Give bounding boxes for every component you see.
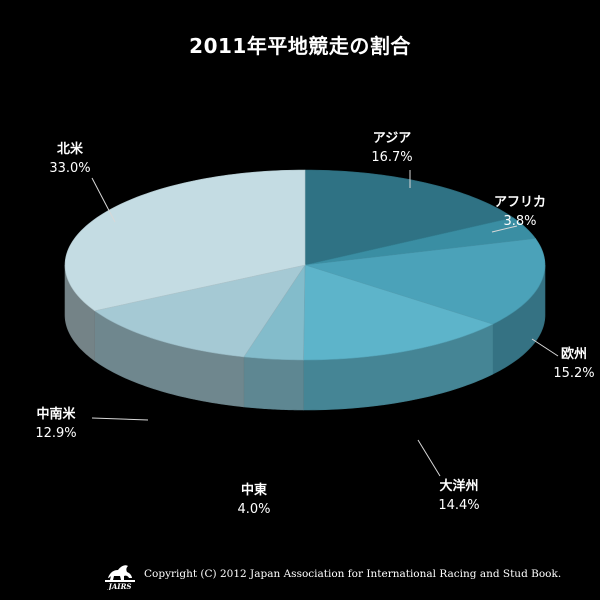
label-value-2: 15.2% [553, 366, 594, 381]
label-category-0: アジア [373, 131, 411, 146]
slice-1 [304, 217, 537, 266]
label-value-5: 12.9% [35, 426, 76, 441]
slice-0 [304, 169, 514, 266]
leader-lines [91, 170, 559, 477]
copyright-text: Copyright (C) 2012 Japan Association for… [144, 568, 562, 580]
chart-title: 2011年平地競走の割合 [189, 34, 411, 58]
label-value-4: 4.0% [237, 502, 270, 517]
label-category-3: 大洋州 [439, 478, 478, 494]
leader-line-1 [491, 225, 518, 233]
label-value-0: 16.7% [371, 150, 412, 165]
footer: JAIRS Copyright (C) 2012 Japan Associati… [102, 560, 600, 590]
label-category-4: 中東 [241, 482, 267, 498]
slice-4 [243, 263, 306, 361]
pie-tops [64, 169, 546, 361]
leader-line-2 [531, 338, 559, 357]
label-category-6: 北米 [57, 141, 84, 157]
label-category-2: 欧州 [561, 346, 587, 362]
label-value-6: 33.0% [49, 161, 90, 176]
leader-line-3 [417, 439, 441, 477]
slice-side-4 [243, 356, 304, 411]
leader-line-6 [91, 177, 116, 223]
pie-sides [64, 264, 546, 411]
slice-2 [304, 238, 546, 325]
label-value-1: 3.8% [503, 214, 536, 229]
label-category-1: アフリカ [494, 195, 546, 210]
pie-labels: アジア 16.7% アフリカ 3.8% 欧州 15.2% 大洋州 14.4% 中東 4.0% 中南米… [35, 131, 594, 517]
label-category-5: 中南米 [36, 406, 76, 422]
jairs-logo-icon: JAIRS [105, 565, 135, 590]
label-value-3: 14.4% [438, 498, 479, 513]
slice-6 [64, 169, 306, 312]
slice-5 [93, 264, 306, 358]
leader-line-5 [91, 417, 149, 421]
logo-text: JAIRS [107, 582, 132, 590]
slice-3 [303, 264, 494, 361]
